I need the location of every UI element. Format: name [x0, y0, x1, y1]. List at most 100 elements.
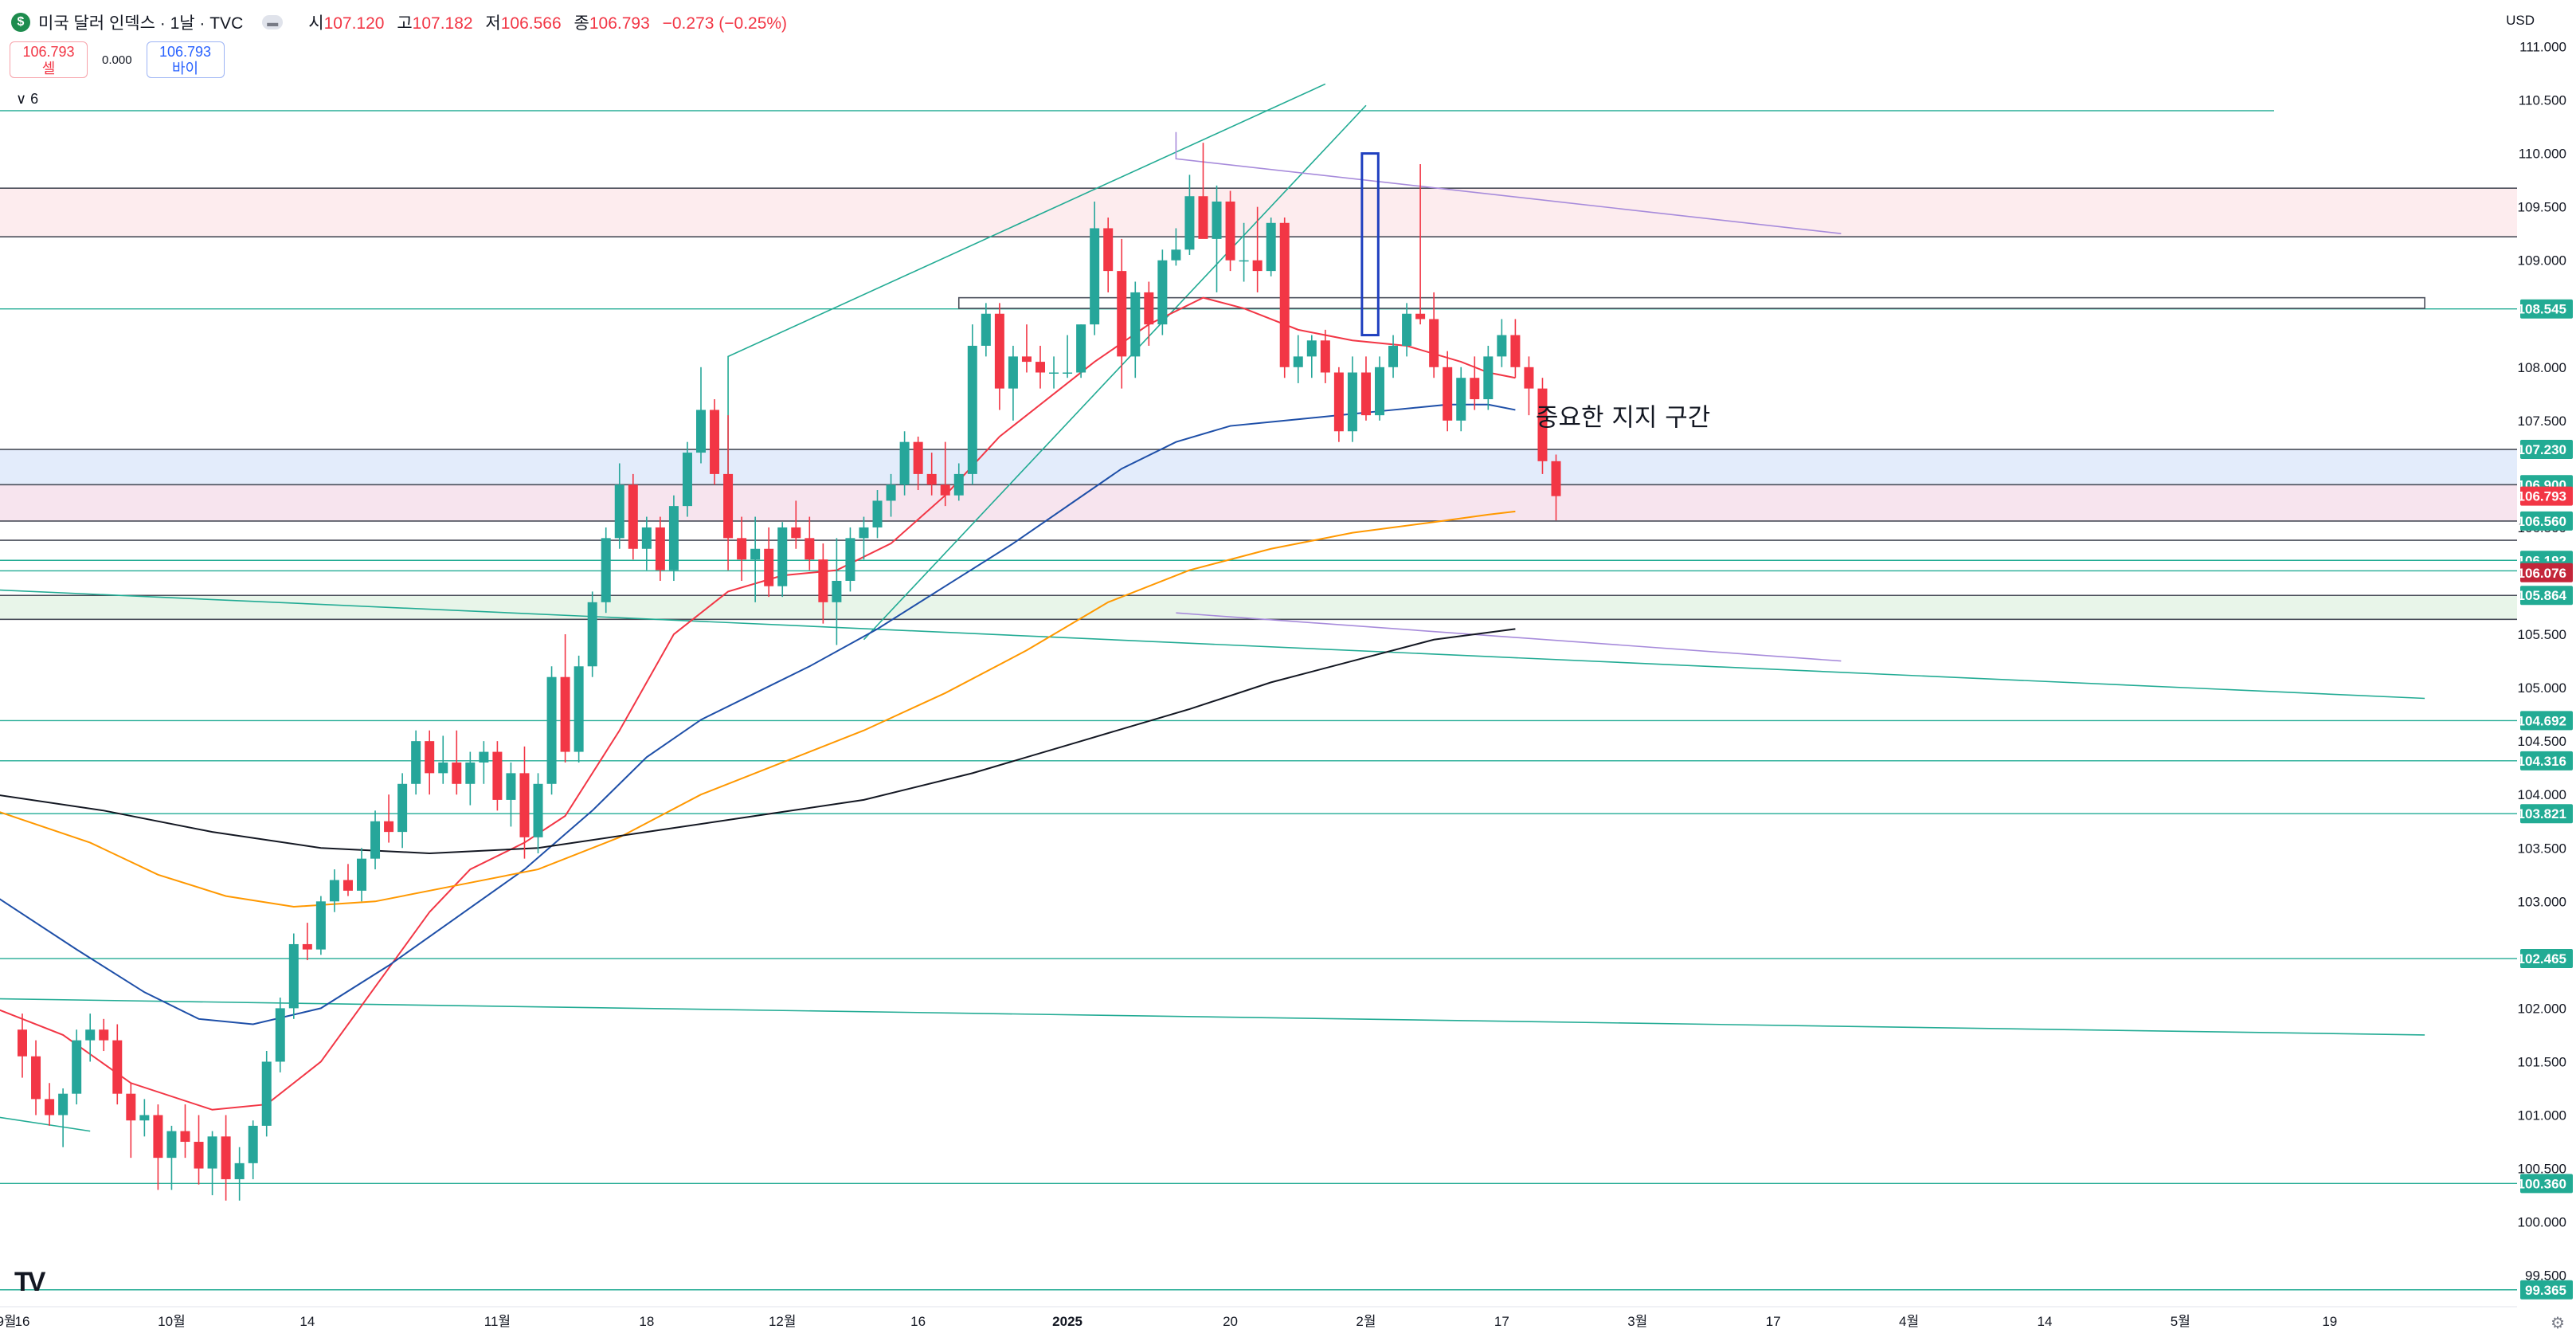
- y-tick-label: 105.000: [2518, 680, 2566, 696]
- candle-body: [1252, 260, 1263, 272]
- trendlines: [0, 83, 2425, 1132]
- price-badge: 104.316: [2518, 754, 2566, 769]
- price-badge-bg: [2520, 299, 2573, 319]
- candle-body: [343, 880, 353, 891]
- candle-body: [1225, 201, 1235, 261]
- candle-body: [533, 783, 543, 837]
- candle-body: [1293, 356, 1303, 367]
- candle-body: [1008, 356, 1018, 389]
- price-badge-bg: [2520, 586, 2573, 606]
- trendline: [863, 104, 1367, 641]
- price-badge-bg: [2520, 1280, 2573, 1300]
- candle-body: [1198, 196, 1208, 239]
- candle-body: [1510, 335, 1521, 367]
- change-value: −0.273 (−0.25%): [662, 14, 788, 33]
- trendline: [1175, 131, 1842, 234]
- candle-body: [519, 773, 530, 837]
- candle-body: [655, 527, 665, 570]
- candle-body: [31, 1056, 41, 1100]
- indicators-toggle[interactable]: ∨ 6: [16, 91, 39, 107]
- candle-body: [967, 345, 977, 474]
- price-axis: 99.500 100.000 100.500 101.000 101.500 102.00…: [2517, 0, 2576, 1337]
- candle-body: [153, 1115, 163, 1159]
- candle-body: [1157, 260, 1168, 325]
- candle-body: [1306, 340, 1317, 357]
- currency-label[interactable]: USD: [2506, 13, 2535, 28]
- candle-body: [1429, 319, 1439, 367]
- x-tick-label: 2025: [1052, 1314, 1082, 1329]
- candle-body: [18, 1029, 27, 1057]
- candle-body: [805, 538, 815, 560]
- candle-body: [981, 313, 991, 346]
- buy-button[interactable]: 106.793 바이: [146, 41, 225, 78]
- candle-body: [1483, 356, 1494, 400]
- candle-body: [1320, 340, 1330, 373]
- candle-body: [574, 666, 584, 752]
- candle-body: [112, 1040, 123, 1094]
- symbol-header: $ 미국 달러 인덱스 · 1날 · TVC ▬ 시107.120 고107.1…: [11, 8, 787, 37]
- candle-body: [1076, 324, 1086, 373]
- y-tick-label: 104.000: [2518, 787, 2566, 802]
- candle-body: [723, 473, 734, 539]
- y-tick-label: 109.500: [2518, 200, 2566, 215]
- annotations: 중요한 지지 구간: [1536, 404, 1710, 433]
- sell-button[interactable]: 106.793 셀: [10, 41, 88, 78]
- candle-body: [126, 1093, 136, 1121]
- candle-body: [248, 1125, 258, 1163]
- candle-body: [397, 783, 408, 833]
- candle-body: [1388, 345, 1399, 367]
- trendline: [727, 83, 1326, 485]
- price-badge: 100.360: [2518, 1176, 2566, 1191]
- candle-body: [492, 751, 503, 800]
- candle-body: [139, 1115, 150, 1121]
- candle-body: [859, 527, 869, 539]
- candle-body: [438, 762, 448, 774]
- ema-line-ema20: [0, 296, 1516, 1111]
- candle-body: [696, 410, 706, 453]
- y-tick-label: 100.500: [2518, 1162, 2566, 1177]
- candle-body: [1090, 228, 1100, 325]
- price-badge-bg: [2520, 711, 2573, 731]
- candle-body: [329, 880, 339, 902]
- x-tick-label: 9월: [0, 1314, 17, 1329]
- x-tick-label: 3월: [1627, 1314, 1647, 1329]
- price-badge: 106.560: [2518, 514, 2566, 529]
- candle-body: [479, 751, 489, 763]
- candle-body: [1497, 335, 1507, 357]
- candle-body: [1333, 372, 1344, 432]
- candle-body: [614, 484, 624, 539]
- low-key: 저: [485, 14, 501, 33]
- candle-body: [1130, 292, 1141, 357]
- y-tick-label: 110.500: [2519, 93, 2566, 108]
- candle-body: [1470, 378, 1480, 400]
- price-badge-bg: [2520, 804, 2573, 824]
- gear-icon[interactable]: ⚙: [2551, 1315, 2565, 1332]
- candle-body: [1551, 461, 1561, 496]
- candle-body: [194, 1142, 204, 1169]
- candle-body: [1021, 356, 1032, 363]
- y-tick-label: 108.000: [2518, 360, 2566, 375]
- candle-body: [818, 559, 828, 602]
- x-tick-label: 5월: [2171, 1314, 2190, 1329]
- y-tick-label: 109.000: [2518, 253, 2566, 269]
- ema-lines: [0, 296, 1516, 1111]
- candle-body: [1266, 222, 1276, 272]
- candle-body: [425, 741, 435, 774]
- buy-label: 바이: [171, 61, 199, 76]
- support-zone-label: 중요한 지지 구간: [1536, 404, 1710, 433]
- eye-icon[interactable]: ▬: [262, 15, 284, 29]
- candle-body: [1415, 313, 1426, 320]
- candle-body: [465, 762, 476, 784]
- symbol-title[interactable]: 미국 달러 인덱스 · 1날 · TVC: [38, 14, 244, 33]
- tradingview-logo[interactable]: TV: [14, 1267, 46, 1297]
- x-tick-label: 17: [1494, 1314, 1509, 1329]
- candle-body: [587, 602, 597, 667]
- candle-body: [546, 676, 557, 784]
- candle-body: [1360, 372, 1371, 416]
- y-tick-label: 102.000: [2518, 1001, 2566, 1016]
- trendline: [0, 1116, 91, 1132]
- price-badge-bg: [2520, 511, 2573, 531]
- y-tick-label: 111.000: [2519, 40, 2566, 55]
